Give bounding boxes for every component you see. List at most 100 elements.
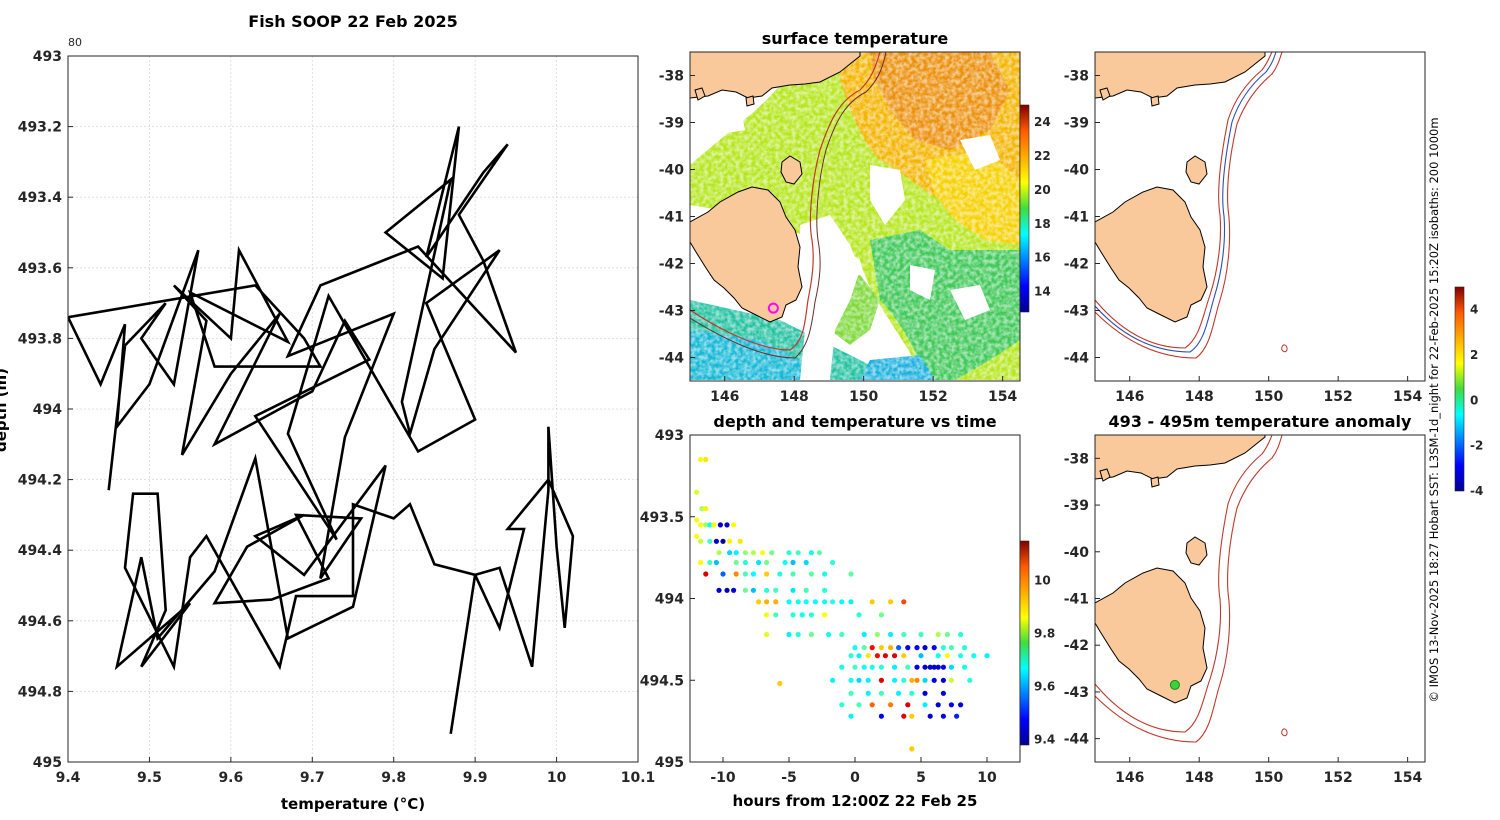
sst-map-x-tick-label: 148 xyxy=(780,389,809,405)
time-scatter-point xyxy=(808,571,815,577)
sst-colorbar-label: 22 xyxy=(1034,149,1051,163)
time-scatter-point xyxy=(922,702,928,708)
sst-colorbar-label: 24 xyxy=(1034,115,1051,129)
time-scatter-point xyxy=(703,522,709,528)
time-scatter-point xyxy=(707,522,713,528)
time-scatter-point xyxy=(764,612,770,618)
isobath-map-y-tick-label: -43 xyxy=(1064,304,1089,320)
time-scatter-point xyxy=(848,599,854,605)
sst-map-x-ticks: 146 148 150 152 154 xyxy=(710,376,1017,405)
time-scatter-point xyxy=(865,677,871,683)
time-scatter-point xyxy=(918,631,924,638)
time-scatter-point xyxy=(724,587,730,593)
time-scatter-point xyxy=(816,550,823,556)
time-scatter-point xyxy=(944,653,951,659)
time-scatter-point xyxy=(786,631,792,638)
time-scatter-point xyxy=(869,664,875,670)
time-scatter-point xyxy=(822,571,828,577)
time-panel: depth and temperature vs time -10 -5 0 5 10 … xyxy=(640,412,1056,810)
anomaly-map-x-tick-label: 146 xyxy=(1115,770,1144,786)
isobath-map-x-tick-label: 152 xyxy=(1324,389,1353,405)
time-scatter-point xyxy=(878,690,885,696)
isobath-map-x-tick-label: 146 xyxy=(1115,389,1144,405)
profile-y-tick-label: 493.4 xyxy=(18,190,63,206)
time-scatter-point xyxy=(717,522,724,528)
time-scatter-point xyxy=(856,653,862,659)
time-scatter-point xyxy=(716,587,722,593)
time-scatter-point xyxy=(713,538,720,544)
time-scatter-point xyxy=(971,653,977,659)
time-scatter-point xyxy=(742,550,749,556)
isobath-map-x-ticks: 146 148 150 152 154 xyxy=(1115,376,1422,405)
time-scatter-point xyxy=(822,599,828,605)
time-scatter-point xyxy=(954,713,960,719)
time-scatter-point xyxy=(786,599,792,605)
time-scatter-point xyxy=(931,677,937,683)
time-scatter-point xyxy=(790,587,796,593)
profile-x-tick-label: 9.6 xyxy=(218,770,243,786)
sst-map-y-tick-label: -38 xyxy=(659,69,684,85)
fish-position-marker xyxy=(767,302,779,314)
isobath-map-y-tick-label: -41 xyxy=(1064,210,1089,226)
time-scatter-point xyxy=(711,522,717,528)
time-scatter-point xyxy=(769,550,775,556)
anomaly-map-x-tick-label: 148 xyxy=(1185,770,1214,786)
anomaly-map-panel: 493 - 495m temperature anomaly 146 148 150… xyxy=(1064,286,1483,786)
time-scatter-point xyxy=(888,645,894,651)
time-scatter-point xyxy=(931,664,937,670)
time-scatter-point xyxy=(707,559,713,566)
time-scatter-point xyxy=(727,550,733,556)
time-scatter-point xyxy=(777,680,783,687)
time-scatter-point xyxy=(724,522,730,528)
time-scatter-point xyxy=(865,690,871,696)
time-scatter-point xyxy=(803,599,809,605)
time-scatter-point xyxy=(888,631,894,638)
time-scatter-point xyxy=(869,599,875,605)
time-scatter-point xyxy=(822,587,828,593)
time-scatter-point xyxy=(750,587,757,593)
anomaly-map-x-ticks: 146 148 150 152 154 xyxy=(1115,757,1422,786)
profile-x-tick-label: 9.5 xyxy=(137,770,162,786)
sst-colorbar-ticks: 14 16 18 20 22 24 xyxy=(1034,115,1051,299)
time-scatter-point xyxy=(707,538,713,544)
sst-colorbar-label: 20 xyxy=(1034,183,1051,197)
profile-x-tick-label: 9.9 xyxy=(463,770,488,786)
time-scatter-point xyxy=(812,599,819,605)
time-scatter-point xyxy=(869,645,875,651)
anomaly-colorbar-ticks: 4 2 0 -2 -4 xyxy=(1470,303,1483,498)
time-scatter-point xyxy=(901,599,907,605)
time-scatter-point xyxy=(786,550,792,556)
time-scatter-point xyxy=(948,677,955,683)
profile-y-tick-label: 493.2 xyxy=(18,120,62,136)
time-scatter-point xyxy=(764,559,770,566)
time-title: depth and temperature vs time xyxy=(713,412,996,431)
time-scatter-point xyxy=(962,664,968,670)
time-scatter-point xyxy=(865,653,871,659)
time-scatter-point xyxy=(935,653,941,659)
time-scatter-point xyxy=(869,702,875,708)
time-scatter-point xyxy=(901,653,907,659)
time-scatter-point xyxy=(948,645,955,651)
time-scatter-point xyxy=(750,550,757,556)
time-scatter-point xyxy=(742,587,749,593)
anomaly-map-y-tick-label: -40 xyxy=(1064,545,1090,561)
time-colorbar-label: 9.4 xyxy=(1034,733,1055,747)
time-scatter-point xyxy=(878,612,885,618)
anomaly-title: 493 - 495m temperature anomaly xyxy=(1109,412,1412,431)
time-scatter-point xyxy=(888,702,894,708)
isobath-map-y-tick-label: -42 xyxy=(1064,257,1089,273)
time-scatter-point xyxy=(861,645,867,651)
time-scatter-point xyxy=(940,645,947,651)
time-scatter-point xyxy=(742,571,749,577)
time-scatter-point xyxy=(896,645,902,651)
profile-x-tick-label: 10.1 xyxy=(621,770,656,786)
profile-y-axis-label: depth (m) xyxy=(0,368,10,452)
time-scatter-point xyxy=(888,599,894,605)
time-scatter-point xyxy=(703,506,709,512)
time-scatter-point xyxy=(790,612,796,618)
time-scatter-point xyxy=(698,456,704,463)
sst-colorbar-label: 18 xyxy=(1034,217,1051,231)
time-scatter-point xyxy=(901,713,907,719)
time-scatter-point xyxy=(731,522,737,528)
time-scatter-point xyxy=(764,631,770,638)
